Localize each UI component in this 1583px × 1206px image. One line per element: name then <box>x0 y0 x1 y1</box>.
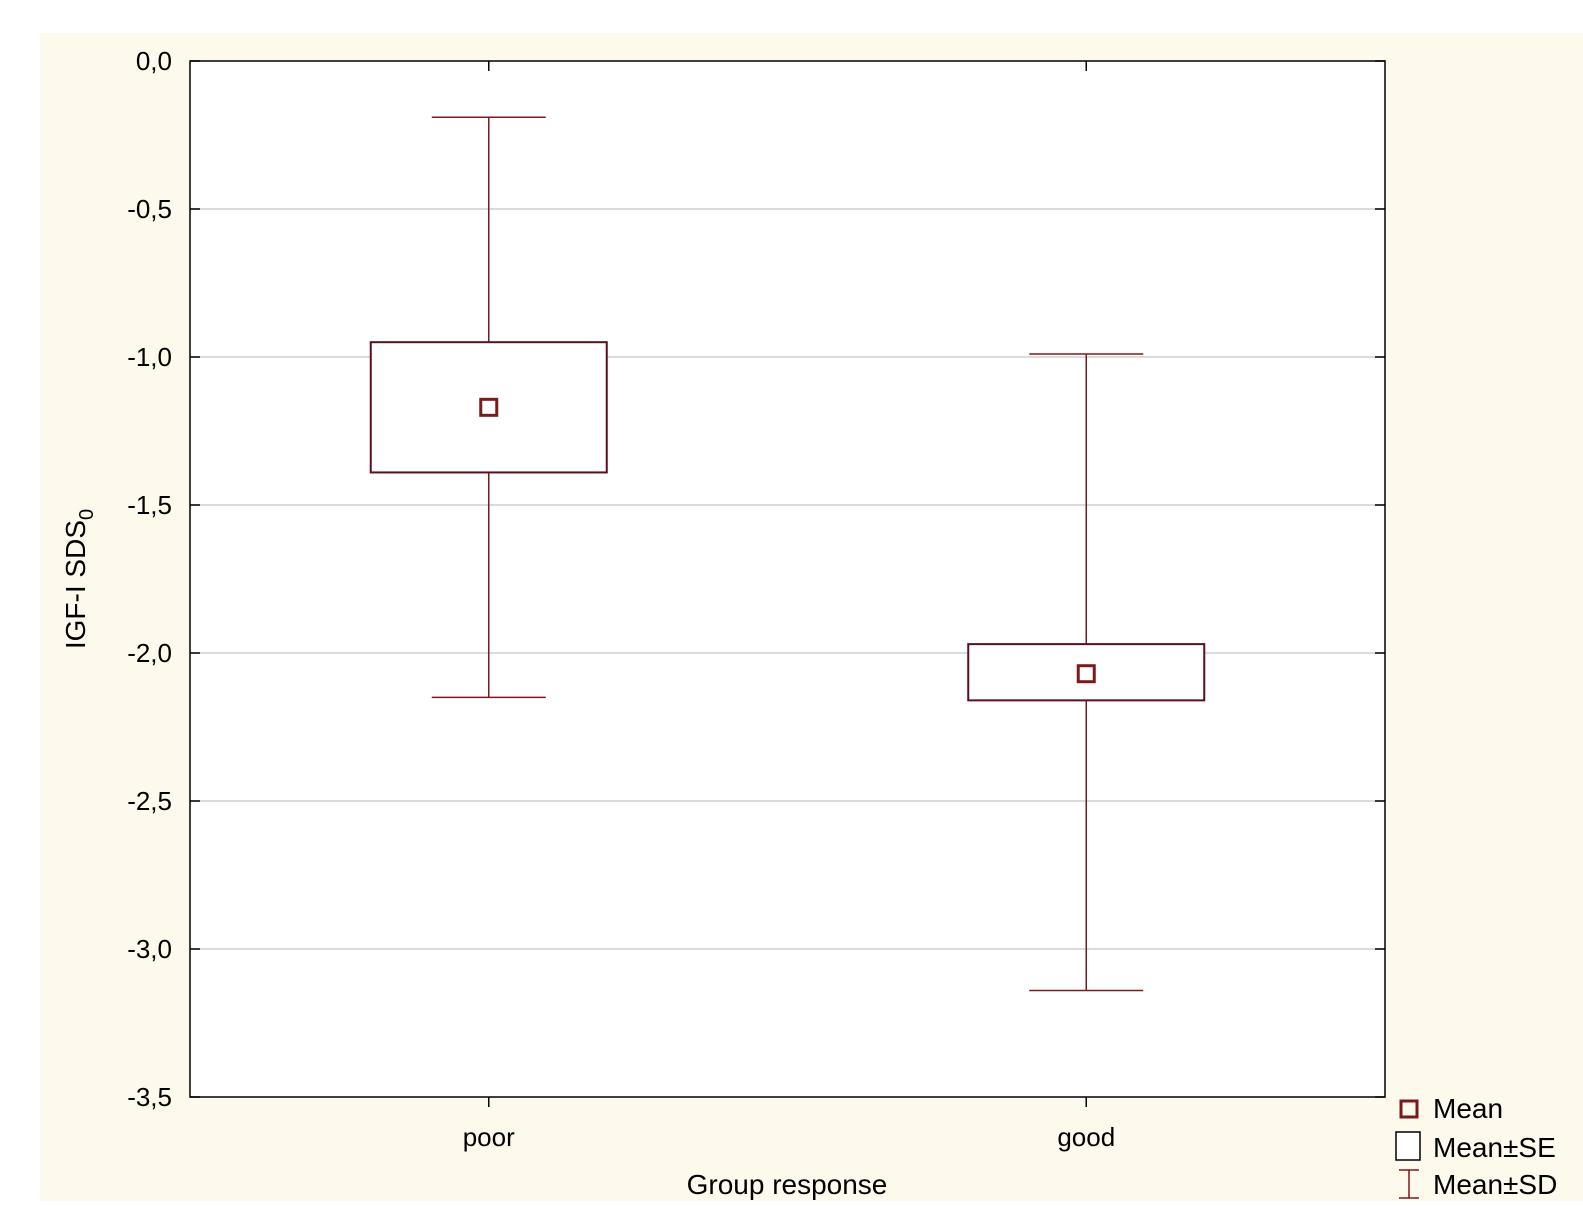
legend-sd-icon <box>1399 1169 1419 1199</box>
box-group-good <box>967 353 1206 992</box>
y-tick-label: -3,5 <box>127 1082 172 1112</box>
plot-background <box>190 61 1385 1097</box>
legend-mean-label: Mean <box>1433 1093 1503 1124</box>
x-tick-label: good <box>1057 1122 1115 1152</box>
plot-frame <box>189 60 1386 1098</box>
legend: Mean Mean±SE Mean±SD <box>1395 1093 1557 1200</box>
legend-se-label: Mean±SE <box>1433 1132 1556 1163</box>
y-tick-label: -2,0 <box>127 638 172 668</box>
y-tick-label: -0,5 <box>127 194 172 224</box>
mean-marker <box>479 397 499 417</box>
box-group-poor <box>369 116 608 699</box>
y-tick-label: 0,0 <box>136 46 172 76</box>
x-axis-title: Group response <box>687 1169 888 1200</box>
chart-marks <box>369 116 1206 992</box>
y-tick-label: -1,0 <box>127 342 172 372</box>
y-tick-label: -1,5 <box>127 490 172 520</box>
y-axis-title: IGF-I SDS0 <box>60 509 98 649</box>
legend-se-icon <box>1395 1131 1421 1161</box>
mean-marker <box>1076 664 1096 684</box>
y-tick-label: -2,5 <box>127 786 172 816</box>
x-tick-label: poor <box>463 1122 515 1152</box>
y-axis-title-subscript: 0 <box>76 509 98 520</box>
legend-sd-label: Mean±SD <box>1433 1169 1557 1200</box>
legend-mean-icon <box>1399 1099 1419 1119</box>
y-tick-label: -3,0 <box>127 934 172 964</box>
axes: 0,0 -0,5 -1,0 -1,5 -2,0 -2,5 -3,0 -3,5 poor good <box>127 46 1385 1152</box>
